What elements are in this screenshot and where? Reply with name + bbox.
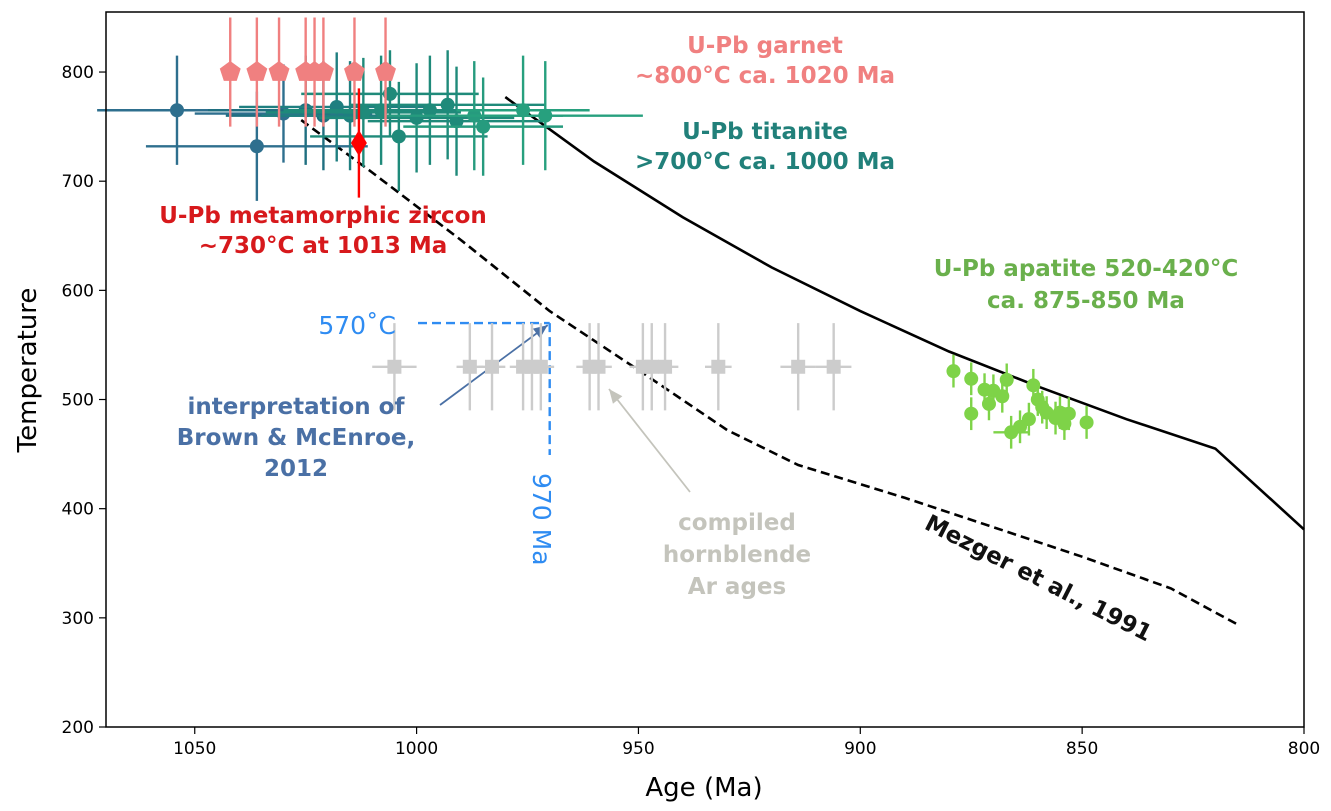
apatite-marker: [1061, 406, 1076, 421]
titanite-label-line2: >700°C ca. 1000 Ma: [635, 149, 895, 175]
brown-label-line2: Brown & McEnroe,: [177, 425, 415, 451]
titanite-marker: [249, 139, 264, 154]
y-tick-label: 600: [62, 281, 94, 301]
hornblende-label-line1: compiled: [678, 510, 796, 536]
solid-curve: [504, 96, 1305, 531]
y-tick-label: 700: [62, 172, 94, 192]
zircon-label-line1: U-Pb metamorphic zircon: [159, 203, 487, 229]
garnet-label-line2: ~800°C ca. 1020 Ma: [635, 63, 895, 89]
y-tick-label: 300: [62, 609, 94, 629]
apatite-marker: [946, 364, 961, 379]
hornblende-arrow-shaft: [608, 388, 691, 493]
titanite-marker: [391, 129, 406, 144]
mezger-curve: [300, 119, 1239, 626]
garnet-marker: [375, 61, 396, 81]
apatite-label-line1: U-Pb apatite 520-420°C: [934, 256, 1238, 282]
titanite-marker: [169, 103, 184, 118]
interp-temp-label: 570˚C: [318, 311, 396, 340]
y-tick-label: 500: [62, 391, 94, 411]
x-tick-label: 1000: [395, 739, 438, 759]
apatite-marker: [964, 371, 979, 386]
hornblende-marker: [711, 359, 726, 374]
hornblende-marker: [387, 359, 402, 374]
titanite-marker: [409, 110, 424, 125]
garnet-marker: [246, 61, 268, 81]
y-axis-title: Temperature: [13, 288, 43, 454]
brown-label-line1: interpretation of: [188, 394, 406, 420]
x-tick-label: 900: [844, 739, 876, 759]
x-axis-title: Age (Ma): [645, 773, 762, 803]
x-tick-label: 950: [622, 739, 654, 759]
garnet-marker: [344, 61, 365, 81]
garnet-marker: [219, 61, 241, 81]
brown-label-line3: 2012: [264, 456, 328, 482]
plot-area: [97, 17, 1305, 626]
apatite-marker: [999, 372, 1014, 387]
hornblende-marker: [658, 359, 673, 374]
axes: 1050 1000 950 900 850 800 200 300 400 500 600 700 80…: [62, 63, 1321, 759]
hornblende-arrow-head: [609, 389, 623, 404]
titanite-marker: [449, 114, 464, 129]
titanite-label-line1: U-Pb titanite: [682, 119, 848, 145]
garnet-label-line1: U-Pb garnet: [687, 33, 843, 59]
zircon-marker: [350, 129, 367, 156]
plot-frame: [105, 11, 1305, 728]
hornblende-label-line3: Ar ages: [688, 574, 786, 600]
hornblende-marker: [462, 359, 477, 374]
hornblende-marker: [591, 359, 606, 374]
apatite-marker: [1021, 412, 1036, 427]
x-tick-label: 850: [1066, 739, 1098, 759]
titanite-marker: [422, 103, 437, 118]
apatite-label-line2: ca. 875-850 Ma: [987, 288, 1185, 314]
hornblende-marker: [791, 359, 806, 374]
x-tick-label: 800: [1288, 739, 1320, 759]
titanite-marker: [440, 97, 455, 112]
hornblende-marker: [485, 359, 500, 374]
y-tick-label: 200: [62, 718, 94, 738]
hornblende-marker: [826, 359, 841, 374]
titanite-marker: [538, 108, 553, 123]
garnet-marker: [268, 61, 290, 81]
apatite-marker: [964, 406, 979, 421]
titanite-marker: [516, 103, 531, 118]
apatite-marker: [1079, 415, 1094, 430]
titanite-marker: [476, 119, 491, 134]
zircon-label-line2: ~730°C at 1013 Ma: [199, 233, 448, 259]
interp-age-label: 970 Ma: [527, 473, 556, 566]
y-tick-label: 400: [62, 500, 94, 520]
y-tick-label: 800: [62, 63, 94, 83]
garnet-marker: [313, 61, 334, 81]
x-tick-label: 1050: [173, 739, 216, 759]
hornblende-label-line2: hornblende: [663, 542, 811, 568]
hornblende-marker: [533, 359, 548, 374]
